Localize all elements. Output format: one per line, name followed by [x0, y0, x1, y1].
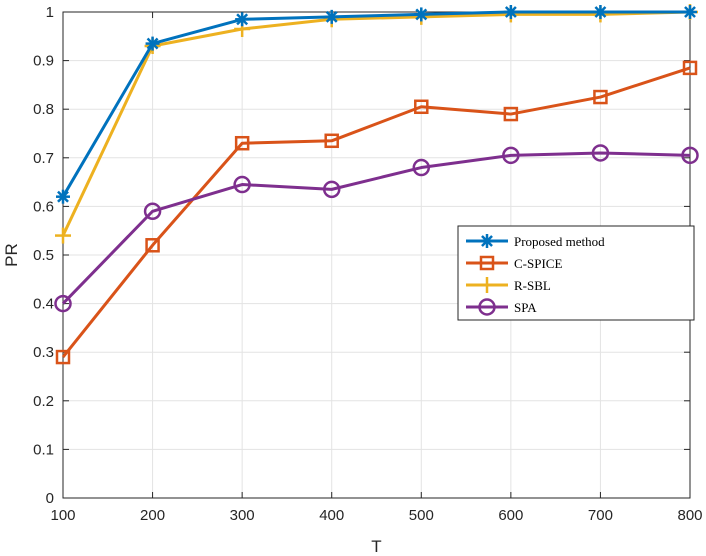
y-tick-label: 0	[46, 490, 54, 507]
data-point-proposed-method	[414, 7, 429, 22]
data-point-proposed-method	[56, 189, 70, 204]
x-tick-label: 300	[230, 507, 255, 524]
data-point-c-spice	[414, 99, 429, 115]
series-line-proposed-method	[61, 10, 690, 198]
y-tick-label: 1	[46, 4, 54, 21]
legend-label: SPA	[514, 300, 537, 315]
legend-item-r-sbl: R-SBL	[466, 277, 551, 293]
x-tick-label: 600	[498, 507, 523, 524]
data-point-spa	[412, 158, 431, 177]
legend-item-spa: SPA	[466, 298, 537, 316]
y-tick-label: 0.3	[33, 344, 54, 361]
y-tick-label: 0.9	[33, 53, 54, 70]
data-point-c-spice	[234, 135, 250, 151]
data-point-c-spice	[593, 89, 608, 105]
legend-swatch-marker	[480, 234, 494, 248]
series-layer	[54, 4, 699, 365]
series-proposed-method	[56, 5, 697, 204]
legend-label: R-SBL	[514, 278, 551, 293]
x-axis-label: T	[371, 537, 381, 556]
legend-swatch-marker	[478, 298, 496, 316]
y-tick-label: 0.7	[33, 150, 54, 167]
y-tick-label: 0.6	[33, 198, 54, 215]
data-point-spa	[322, 180, 341, 199]
data-point-proposed-method	[235, 12, 250, 27]
series-c-spice	[55, 60, 698, 365]
legend-swatch-marker	[479, 255, 495, 271]
data-point-spa	[54, 294, 72, 313]
x-tick-label: 200	[140, 507, 165, 524]
x-tick-label: 800	[677, 507, 702, 524]
y-tick-label: 0.2	[33, 393, 54, 410]
y-axis-label: PR	[2, 243, 21, 267]
data-point-c-spice	[145, 238, 160, 253]
series-line-spa	[61, 151, 691, 305]
axis-ticks: 100 200 300 400 500 600 700 800 0 0.1 0.2 0.3 0.4 0.5…	[33, 4, 702, 524]
x-tick-label: 100	[50, 507, 75, 524]
data-point-proposed-method	[683, 5, 697, 19]
y-tick-label: 0.8	[33, 101, 54, 118]
data-point-spa	[233, 175, 251, 194]
legend: Proposed method C-SPICE R-SBL SPA	[457, 225, 695, 321]
data-point-r-sbl	[55, 227, 71, 244]
series-line-r-sbl	[61, 10, 691, 237]
x-tick-label: 700	[588, 507, 613, 524]
x-tick-label: 400	[319, 507, 344, 524]
data-point-proposed-method	[145, 36, 160, 51]
legend-label: Proposed method	[514, 234, 605, 249]
x-tick-label: 500	[409, 507, 434, 524]
data-point-spa	[143, 202, 162, 221]
y-tick-label: 0.1	[33, 441, 54, 458]
y-tick-label: 0.5	[33, 247, 54, 264]
y-tick-label: 0.4	[33, 296, 54, 313]
data-point-c-spice	[324, 133, 339, 149]
data-point-proposed-method	[503, 5, 518, 19]
data-point-c-spice	[682, 60, 698, 76]
data-point-proposed-method	[593, 5, 608, 19]
series-spa	[54, 144, 699, 313]
data-point-spa	[591, 144, 610, 162]
series-line-c-spice	[61, 66, 691, 358]
legend-item-proposed-method: Proposed method	[466, 234, 605, 249]
data-point-proposed-method	[324, 9, 339, 24]
data-point-spa	[681, 146, 699, 165]
data-point-c-spice	[503, 106, 519, 122]
data-point-c-spice	[55, 349, 71, 365]
legend-label: C-SPICE	[514, 256, 562, 271]
legend-item-c-spice: C-SPICE	[466, 255, 562, 271]
legend-swatch-marker	[479, 277, 495, 293]
data-point-spa	[502, 146, 520, 165]
